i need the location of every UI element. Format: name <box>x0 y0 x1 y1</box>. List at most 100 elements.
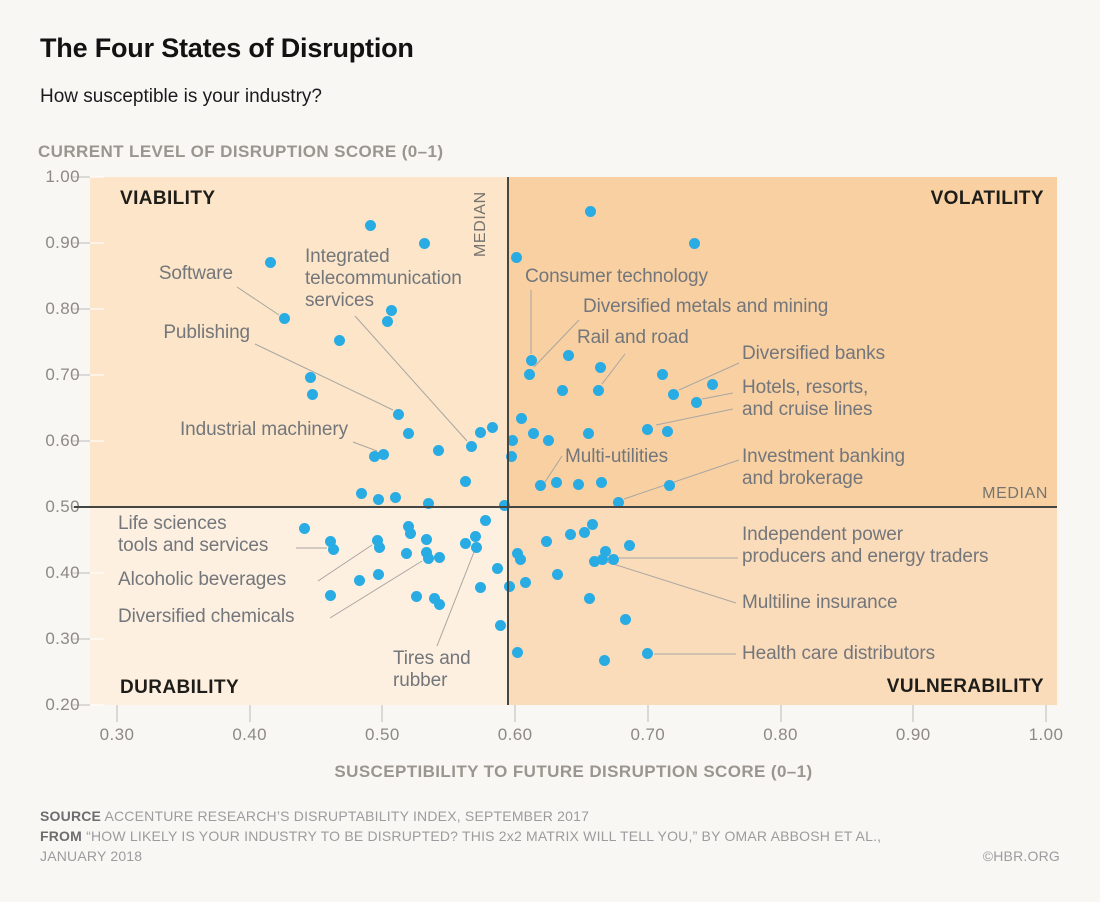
quadrant-label-durability: DURABILITY <box>120 677 240 698</box>
annotation-text-row: Independent power <box>742 524 903 545</box>
annotation-label: Independent power producers and energy tr… <box>742 524 989 568</box>
from-line: FROM “HOW LIKELY IS YOUR INDUSTRY TO BE … <box>40 828 881 844</box>
annotation-label: Tires and rubber <box>393 648 471 692</box>
annotation-text-row: Life sciences <box>118 513 227 534</box>
x-tick-label: 0.90 <box>895 725 931 744</box>
x-tick-label: 0.40 <box>232 725 267 744</box>
scatter-point <box>460 537 472 549</box>
scatter-point <box>419 238 431 250</box>
scatter-point <box>382 316 394 328</box>
annotation-label: Diversified chemicals <box>118 606 294 628</box>
y-tick-mark-inner <box>90 176 104 178</box>
scatter-point <box>642 648 654 660</box>
scatter-point <box>573 479 585 491</box>
scatter-point <box>504 580 516 592</box>
y-tick-mark <box>72 572 90 574</box>
x-tick-mark <box>646 705 649 722</box>
annotation-text-row: Multi-utilities <box>565 446 669 467</box>
scatter-point <box>471 541 483 553</box>
annotation-text-row: services <box>305 290 374 311</box>
scatter-point <box>390 491 402 503</box>
scatter-point <box>460 475 472 487</box>
scatter-point <box>432 444 444 456</box>
plot-area: 1.00 0.90 0.80 0.70 0.60 0.50 0.40 0.30 0.20 0.30… <box>45 167 1063 744</box>
scatter-point <box>364 220 376 232</box>
scatter-point <box>552 569 564 581</box>
x-tick-mark <box>381 705 384 722</box>
scatter-point <box>512 647 524 659</box>
scatter-point <box>378 448 390 460</box>
annotation-label: Rail and road <box>577 327 689 349</box>
scatter-point <box>506 434 518 446</box>
y-tick-mark <box>72 374 90 376</box>
source-block: SOURCE ACCENTURE RESEARCH’S DISRUPTABILI… <box>40 808 881 868</box>
scatter-point <box>593 384 605 396</box>
annotation-text-row: Consumer technology <box>525 266 708 287</box>
annotation-text-row: Multiline insurance <box>742 592 898 613</box>
scatter-point <box>400 547 412 559</box>
annotation-text-row: Tires and <box>393 648 471 669</box>
quadrant-label-vulnerability: VULNERABILITY <box>886 676 1044 697</box>
scatter-point <box>594 361 606 373</box>
annotation-text-row: producers and energy traders <box>742 546 989 567</box>
x-tick-mark <box>115 705 118 722</box>
source-text: ACCENTURE RESEARCH’S DISRUPTABILITY INDE… <box>104 808 590 824</box>
annotation-label: Consumer technology <box>525 266 708 288</box>
scatter-point <box>475 582 487 594</box>
annotation-label: Health care distributors <box>742 643 935 665</box>
scatter-point <box>433 598 445 610</box>
scatter-point <box>403 427 415 439</box>
y-tick-mark <box>72 242 90 244</box>
scatter-point <box>586 519 598 531</box>
scatter-point <box>582 428 594 440</box>
scatter-point <box>403 520 415 532</box>
y-tick-mark <box>72 176 90 178</box>
scatter-point <box>607 553 619 565</box>
page-title: The Four States of Disruption <box>40 33 414 63</box>
y-tick-mark-inner <box>90 242 104 244</box>
y-tick-mark-inner <box>90 374 104 376</box>
scatter-point <box>619 614 631 626</box>
annotation-text-row: and cruise lines <box>742 399 873 420</box>
scatter-point <box>667 388 679 400</box>
y-tick-mark-inner <box>90 440 104 442</box>
median-line-horizontal <box>74 506 1057 508</box>
quadrant-label-volatility: VOLATILITY <box>930 188 1044 209</box>
annotation-text-row: Investment banking <box>742 446 905 467</box>
scatter-point <box>583 592 595 604</box>
scatter-point <box>334 335 346 347</box>
scatter-point <box>565 529 577 541</box>
annotation-label: Life sciences tools and services <box>118 513 268 557</box>
from-line-2: JANUARY 2018 <box>40 848 143 864</box>
scatter-point <box>372 568 384 580</box>
from-label: FROM <box>40 828 83 844</box>
scatter-point <box>525 354 537 366</box>
annotation-label: Integrated telecommunication services <box>305 246 462 312</box>
y-tick-label: 0.60 <box>45 431 80 450</box>
x-tick-mark <box>1044 705 1047 722</box>
annotation-text-row: Hotels, resorts, <box>742 377 869 398</box>
quadrant-viability <box>90 177 509 507</box>
scatter-point <box>423 552 435 564</box>
quadrant-volatility <box>508 177 1057 507</box>
scatter-point <box>298 522 310 534</box>
source-label: SOURCE <box>40 808 102 824</box>
scatter-point <box>550 477 562 489</box>
y-tick-label: 0.20 <box>45 695 80 714</box>
y-tick-mark-inner <box>90 572 104 574</box>
annotation-text-row: Industrial machinery <box>179 419 348 440</box>
scatter-point <box>599 545 611 557</box>
scatter-point <box>595 477 607 489</box>
annotation-text-row: rubber <box>393 670 448 691</box>
scatter-point <box>265 256 277 268</box>
scatter-point <box>480 515 492 527</box>
scatter-point <box>392 409 404 421</box>
y-tick-label: 0.50 <box>45 497 80 516</box>
scatter-point <box>465 441 477 453</box>
scatter-point <box>514 553 526 565</box>
scatter-point <box>597 554 609 566</box>
scatter-point <box>505 451 517 463</box>
scatter-point <box>520 576 532 588</box>
y-tick-label: 0.70 <box>45 365 80 384</box>
